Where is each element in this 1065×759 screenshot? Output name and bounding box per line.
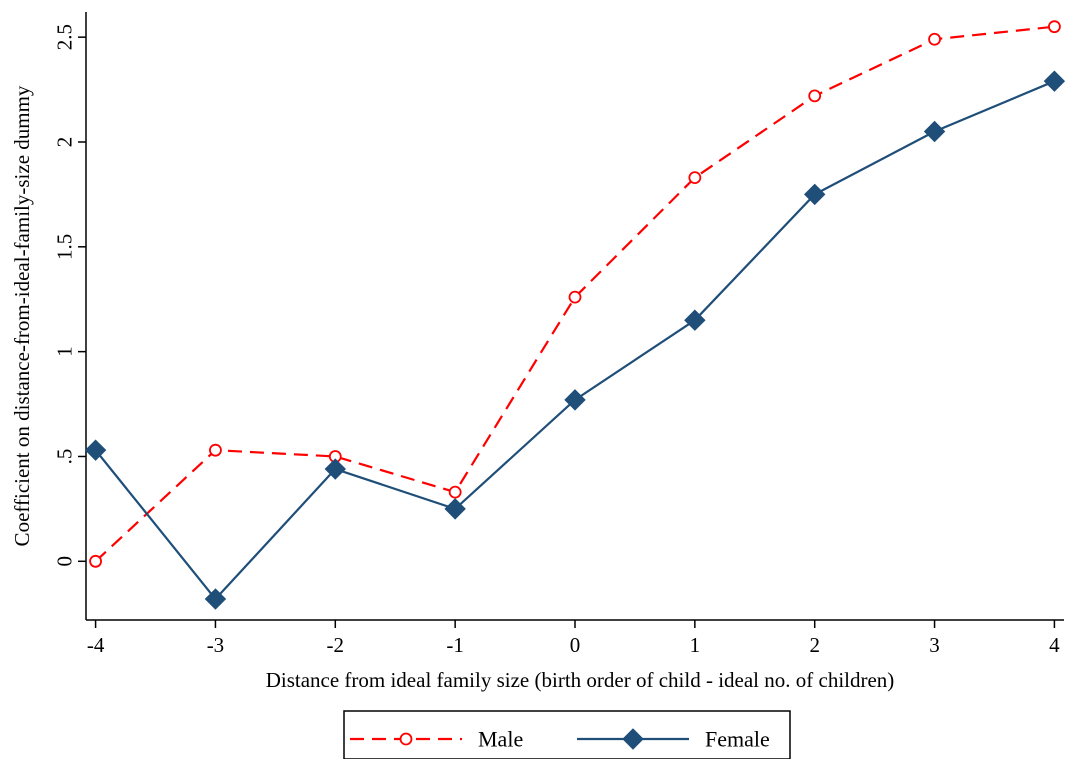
- y-ticks: 0 .5 1 1.5 2 2.5: [52, 24, 86, 567]
- x-tick-label: 0: [570, 633, 581, 657]
- y-tick-label: 2: [52, 137, 76, 148]
- legend: Male Female: [343, 710, 791, 759]
- legend-items: Male Female: [350, 727, 770, 752]
- series-male-point: [448, 485, 462, 499]
- legend-item-male: Male: [350, 727, 523, 752]
- series-male-point: [209, 443, 222, 457]
- series-female-point: [1043, 70, 1065, 92]
- series-female-point: [803, 183, 826, 206]
- series-male-line: [94, 25, 1055, 563]
- legend-item-female: Female: [577, 727, 770, 752]
- series-male-point: [1048, 20, 1061, 34]
- series-female: [84, 70, 1065, 610]
- x-tick-label: 1: [690, 633, 701, 657]
- x-tick-label: -2: [327, 633, 345, 657]
- series-male-point: [688, 171, 702, 185]
- x-tick-label: 3: [929, 633, 940, 657]
- legend-male-marker: [399, 732, 413, 746]
- series-female-point: [204, 588, 227, 610]
- x-tick-label: 2: [809, 633, 820, 657]
- legend-female-marker: [622, 728, 644, 750]
- series-female-point: [684, 309, 706, 331]
- y-axis-title: Coefficient on distance-from-ideal-famil…: [10, 85, 34, 546]
- x-ticks: -4 -3 -2 -1 0 1 2 3 4: [87, 620, 1060, 657]
- series-female-point: [84, 439, 107, 461]
- legend-box: [343, 710, 791, 759]
- y-tick-label: 0: [52, 556, 76, 567]
- x-tick-label: -3: [207, 633, 225, 657]
- x-axis-title: Distance from ideal family size (birth o…: [266, 668, 895, 692]
- series-female-point: [324, 458, 347, 480]
- legend-male-label: Male: [478, 727, 523, 752]
- series-female-point: [564, 389, 586, 411]
- y-tick-label: 2.5: [52, 24, 76, 50]
- x-tick-label: -4: [87, 633, 105, 657]
- series-layer: [84, 20, 1065, 610]
- series-male-point: [89, 554, 102, 568]
- y-tick-label: .5: [52, 449, 76, 465]
- x-tick-label: -1: [446, 633, 464, 657]
- series-male-point: [808, 89, 822, 103]
- series-male-point: [568, 290, 582, 304]
- x-tick-label: 4: [1049, 633, 1060, 657]
- y-tick-label: 1.5: [52, 234, 76, 260]
- series-female-point: [923, 120, 946, 143]
- legend-female-label: Female: [705, 727, 770, 752]
- plot-area: [86, 12, 1064, 620]
- series-female-point: [444, 498, 466, 520]
- series-male-point: [928, 32, 941, 46]
- y-tick-label: 1: [52, 346, 76, 357]
- series-male: [89, 20, 1061, 568]
